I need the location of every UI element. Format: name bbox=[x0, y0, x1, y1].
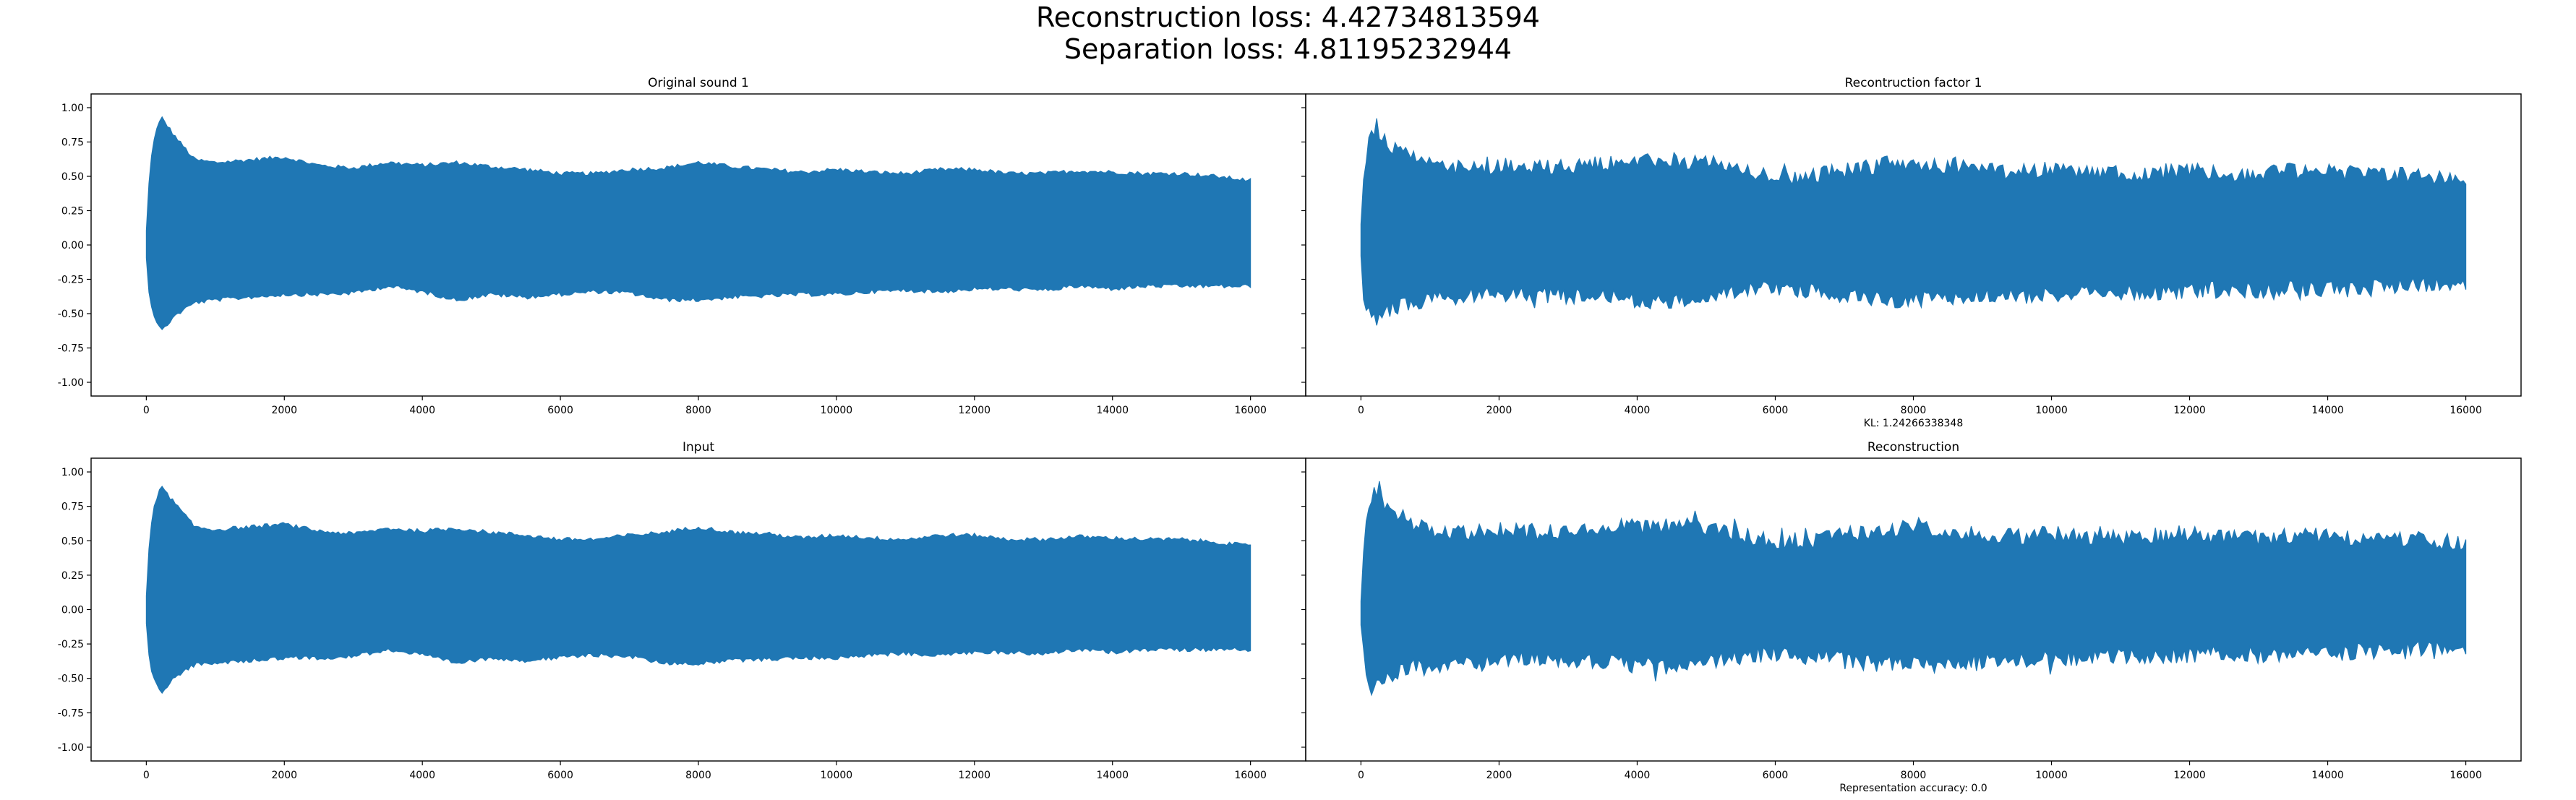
x-tick-label: 2000 bbox=[271, 405, 297, 416]
subplot-title: Input bbox=[682, 440, 714, 455]
x-tick-label: 8000 bbox=[685, 770, 711, 781]
x-tick-label: 10000 bbox=[2035, 405, 2068, 416]
x-tick-label: 16000 bbox=[1234, 405, 1267, 416]
x-tick-label: 12000 bbox=[2173, 770, 2206, 781]
x-tick-label: 0 bbox=[1358, 770, 1364, 781]
waveform-series bbox=[145, 116, 1251, 330]
y-tick-label: 0.50 bbox=[61, 536, 84, 547]
x-tick-label: 8000 bbox=[685, 405, 711, 416]
y-tick-label: -0.25 bbox=[58, 639, 84, 650]
y-tick-label: 0.25 bbox=[61, 206, 84, 218]
y-tick-label: 0.25 bbox=[61, 570, 84, 582]
x-tick-label: 8000 bbox=[1901, 405, 1927, 416]
x-axis-label: KL: 1.24266338348 bbox=[1864, 418, 1963, 429]
subplot-input: Input 0 2000 4000 6000 8000 10000 12000 14000 160… bbox=[58, 440, 1306, 781]
subplot-title: Reconstruction bbox=[1867, 440, 1959, 455]
x-tick-label: 6000 bbox=[1763, 405, 1789, 416]
x-tick-label: 6000 bbox=[547, 405, 573, 416]
subplot-reconstruction: Reconstruction 0 2000 4000 6000 8000 10000 1200… bbox=[1301, 440, 2522, 794]
waveform-series bbox=[145, 485, 1251, 694]
x-tick-label: 12000 bbox=[959, 770, 991, 781]
y-tick-label: 0.75 bbox=[61, 502, 84, 513]
x-tick-label: 16000 bbox=[2449, 405, 2482, 416]
x-tick-label: 0 bbox=[143, 405, 150, 416]
x-tick-label: 10000 bbox=[821, 405, 853, 416]
x-tick-label: 4000 bbox=[1625, 770, 1651, 781]
y-tick-label: -0.75 bbox=[58, 343, 84, 355]
waveform-series bbox=[1360, 118, 2467, 326]
x-tick-label: 4000 bbox=[1625, 405, 1651, 416]
x-tick-label: 10000 bbox=[821, 770, 853, 781]
x-tick-label: 2000 bbox=[1486, 405, 1512, 416]
y-tick-label: 0.00 bbox=[61, 605, 84, 616]
y-tick-label: -0.75 bbox=[58, 707, 84, 719]
x-tick-label: 6000 bbox=[547, 770, 573, 781]
subplot-title: Recontruction factor 1 bbox=[1845, 76, 1982, 90]
x-tick-label: 10000 bbox=[2035, 770, 2068, 781]
subplot-original-sound-1: Original sound 1 0 2000 4000 6000 8000 10000 12… bbox=[58, 76, 1306, 416]
waveform-series bbox=[1360, 481, 2467, 697]
y-tick-label: -0.50 bbox=[58, 674, 84, 685]
y-tick-label: -0.25 bbox=[58, 275, 84, 286]
x-tick-label: 14000 bbox=[2311, 405, 2344, 416]
y-tick-label: 1.00 bbox=[61, 103, 84, 114]
suptitle-line-2: Separation loss: 4.81195232944 bbox=[1064, 33, 1512, 65]
suptitle-line-1: Reconstruction loss: 4.42734813594 bbox=[1036, 1, 1540, 33]
x-tick-label: 16000 bbox=[1234, 770, 1267, 781]
subplot-reconstruction-factor-1: Recontruction factor 1 0 2000 4000 6000 8000 1… bbox=[1301, 76, 2522, 429]
x-tick-label: 14000 bbox=[2311, 770, 2344, 781]
subplot-title: Original sound 1 bbox=[648, 76, 749, 90]
y-tick-label: 0.50 bbox=[61, 171, 84, 183]
y-tick-label: 0.75 bbox=[61, 137, 84, 149]
figure-suptitle: Reconstruction loss: 4.42734813594 Separ… bbox=[0, 1, 2576, 65]
x-tick-label: 6000 bbox=[1763, 770, 1789, 781]
x-tick-label: 12000 bbox=[2173, 405, 2206, 416]
x-tick-label: 12000 bbox=[959, 405, 991, 416]
x-tick-label: 8000 bbox=[1901, 770, 1927, 781]
y-tick-label: -0.50 bbox=[58, 309, 84, 320]
x-tick-label: 2000 bbox=[271, 770, 297, 781]
x-tick-label: 16000 bbox=[2449, 770, 2482, 781]
x-tick-label: 14000 bbox=[1096, 770, 1129, 781]
y-tick-label: -1.00 bbox=[58, 742, 84, 754]
y-tick-label: -1.00 bbox=[58, 377, 84, 389]
x-tick-label: 4000 bbox=[409, 770, 435, 781]
x-tick-label: 4000 bbox=[409, 405, 435, 416]
y-tick-label: 0.00 bbox=[61, 240, 84, 251]
y-tick-label: 1.00 bbox=[61, 467, 84, 478]
x-axis-label: Representation accuracy: 0.0 bbox=[1839, 783, 1987, 794]
x-tick-label: 0 bbox=[1358, 405, 1364, 416]
x-tick-label: 14000 bbox=[1096, 405, 1129, 416]
x-tick-label: 0 bbox=[143, 770, 150, 781]
x-tick-label: 2000 bbox=[1486, 770, 1512, 781]
